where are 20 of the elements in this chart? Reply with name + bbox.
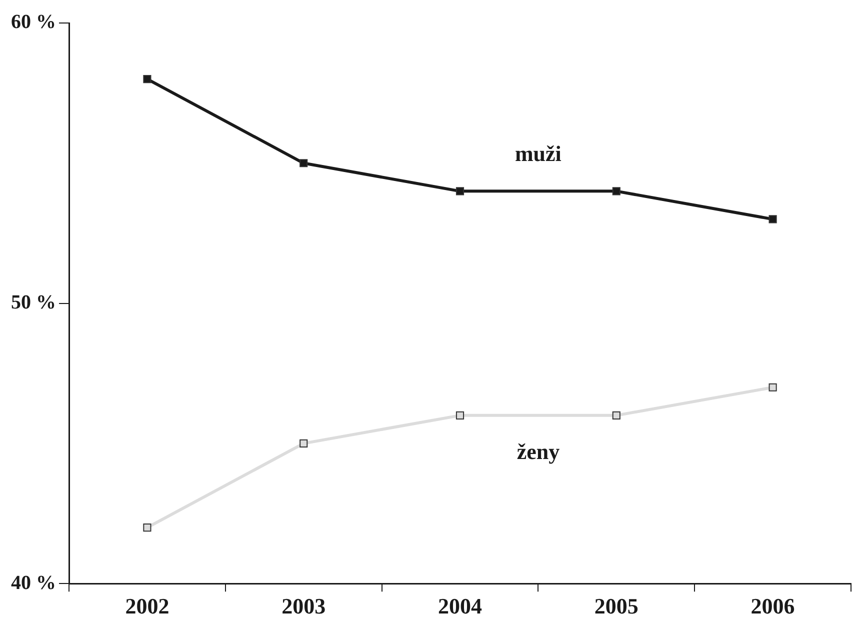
point — [456, 187, 464, 196]
y-tick-label: 60 % — [11, 11, 56, 34]
point — [143, 75, 152, 84]
point — [612, 411, 620, 420]
x-tick-label: 2003 — [282, 593, 326, 618]
x-tick-label: 2006 — [750, 593, 795, 618]
series-label: muži — [514, 140, 562, 166]
y-tick-label: 50 % — [11, 291, 56, 314]
x-tick-label: 2002 — [125, 593, 170, 618]
point — [300, 159, 308, 168]
x-tick-label: 2005 — [594, 593, 638, 618]
point — [300, 439, 308, 448]
x-tick-label: 2004 — [438, 593, 482, 618]
point — [768, 215, 777, 224]
point — [143, 524, 152, 532]
series-label: ženy — [516, 439, 560, 464]
y-tick-label: 40 % — [11, 572, 56, 594]
point — [768, 383, 777, 392]
point — [456, 411, 464, 420]
point — [612, 187, 620, 196]
